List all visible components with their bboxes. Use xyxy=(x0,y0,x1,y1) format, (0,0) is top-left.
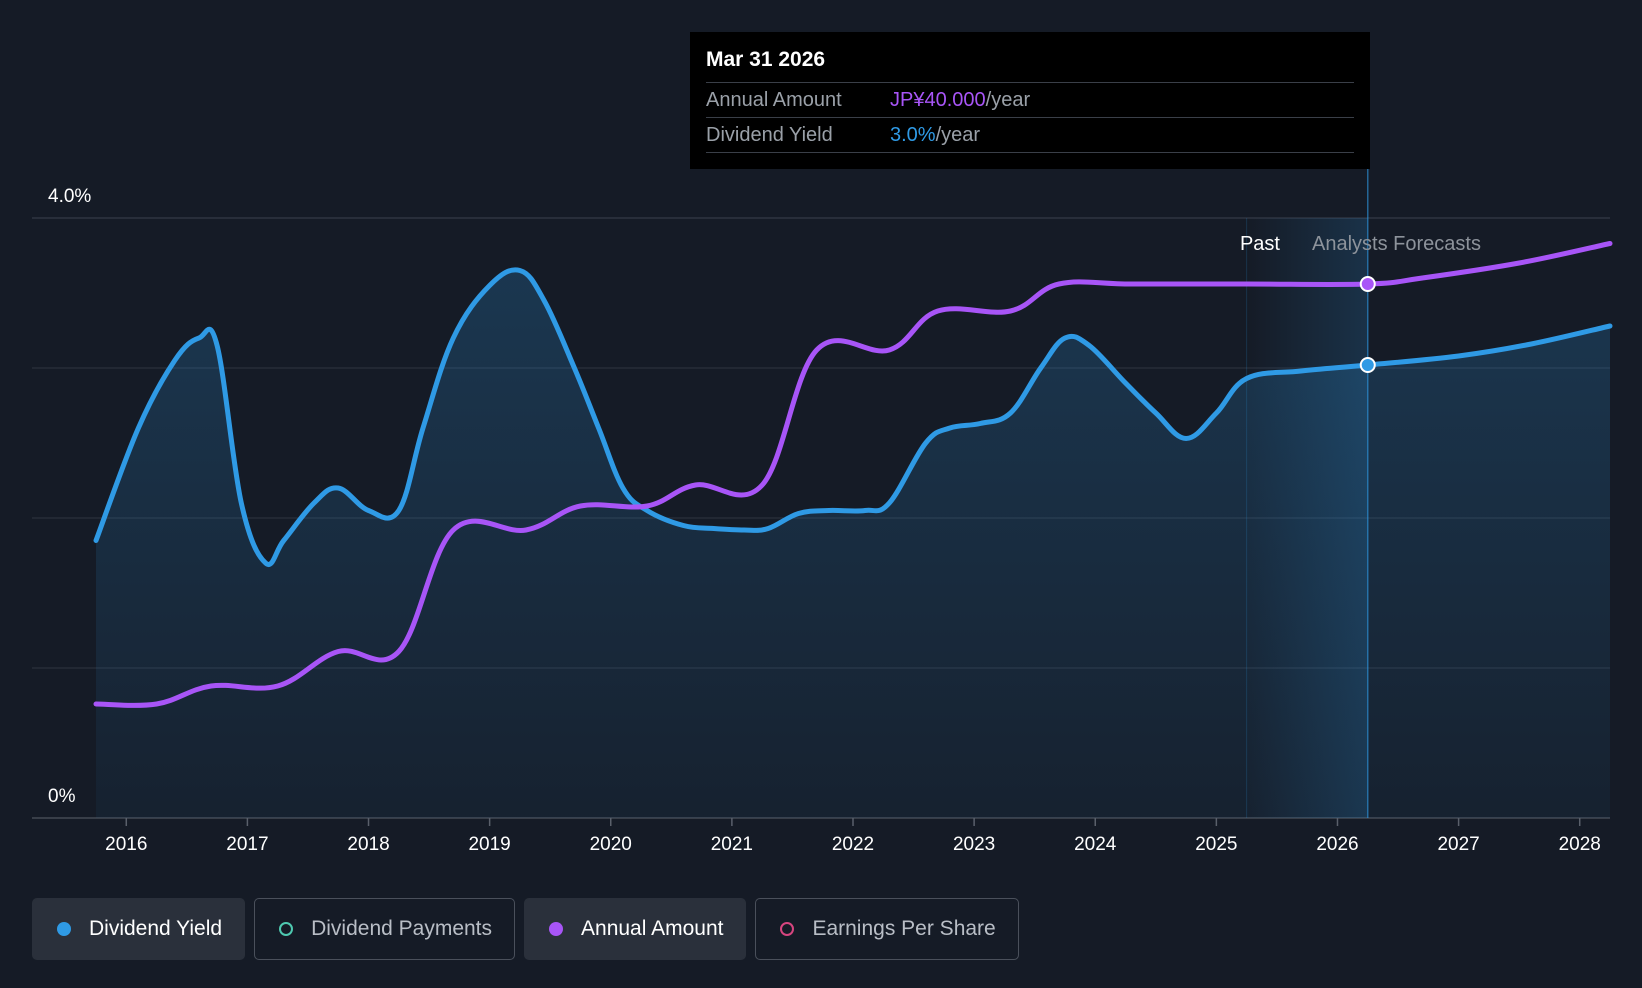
x-tick-label: 2019 xyxy=(468,834,510,855)
tooltip-date: Mar 31 2026 xyxy=(706,46,1354,83)
legend-earnings-per-share-label: Earnings Per Share xyxy=(812,917,996,940)
x-tick-label: 2018 xyxy=(347,834,389,855)
legend-earnings-per-share[interactable]: Earnings Per Share xyxy=(755,898,1019,960)
dividend-yield-marker xyxy=(1359,357,1376,373)
tooltip-annual-label: Annual Amount xyxy=(706,89,842,111)
dividend-yield-line xyxy=(93,267,1613,567)
forecast-label: Analysts Forecasts xyxy=(1312,233,1481,255)
x-tick-label: 2022 xyxy=(832,834,874,855)
x-tick-label: 2026 xyxy=(1316,834,1358,855)
tooltip-annual-row: Annual Amount JP¥40.000 /year xyxy=(706,83,1354,118)
legend-dividend-payments-label: Dividend Payments xyxy=(311,917,493,940)
x-tick-label: 2027 xyxy=(1437,834,1479,855)
x-tick-label: 2017 xyxy=(226,834,268,855)
tooltip-annual-value: JP¥40.000 xyxy=(890,89,986,111)
legend: Dividend Yield Dividend Payments Annual … xyxy=(32,898,1019,960)
x-tick-label: 2028 xyxy=(1559,834,1601,855)
series-lines xyxy=(93,241,1613,708)
legend-dividend-yield-label: Dividend Yield xyxy=(89,917,223,940)
x-axis: 2016 2017 2018 2019 2020 2021 2022 2023 2024 2025… xyxy=(105,818,1601,855)
x-tick-label: 2025 xyxy=(1195,834,1237,855)
legend-dividend-yield[interactable]: Dividend Yield xyxy=(32,898,246,960)
legend-dividend-payments[interactable]: Dividend Payments xyxy=(254,898,516,960)
annual-amount-marker xyxy=(1359,276,1376,292)
x-tick-label: 2024 xyxy=(1074,834,1117,855)
y-tick-label-bottom: 0% xyxy=(48,786,76,807)
yield-area-fill xyxy=(96,269,1610,818)
tooltip-annual-unit: /year xyxy=(985,89,1031,111)
annual-amount-dot-icon xyxy=(549,922,564,936)
tooltip: Mar 31 2026 Annual Amount JP¥40.000 /yea… xyxy=(690,32,1370,169)
tooltip-yield-value: 3.0% xyxy=(890,124,936,146)
annual-amount-line xyxy=(93,241,1613,708)
x-tick-label: 2020 xyxy=(590,834,632,855)
past-label: Past xyxy=(1240,233,1280,255)
x-tick-label: 2016 xyxy=(105,834,147,855)
tooltip-yield-row: Dividend Yield 3.0% /year xyxy=(706,118,1354,153)
legend-annual-amount-label: Annual Amount xyxy=(581,917,724,940)
dividend-payments-ring-icon xyxy=(279,922,294,936)
tooltip-yield-unit: /year xyxy=(935,124,981,146)
x-tick-label: 2021 xyxy=(711,834,753,855)
x-tick-label: 2023 xyxy=(953,834,995,855)
y-tick-label-top: 4.0% xyxy=(48,186,91,207)
highlight-markers xyxy=(1359,276,1376,373)
yield-area xyxy=(96,269,1610,818)
tooltip-yield-label: Dividend Yield xyxy=(706,124,833,146)
legend-annual-amount[interactable]: Annual Amount xyxy=(524,898,747,960)
dividend-yield-dot-icon xyxy=(57,922,71,936)
earnings-per-share-ring-icon xyxy=(780,922,795,936)
